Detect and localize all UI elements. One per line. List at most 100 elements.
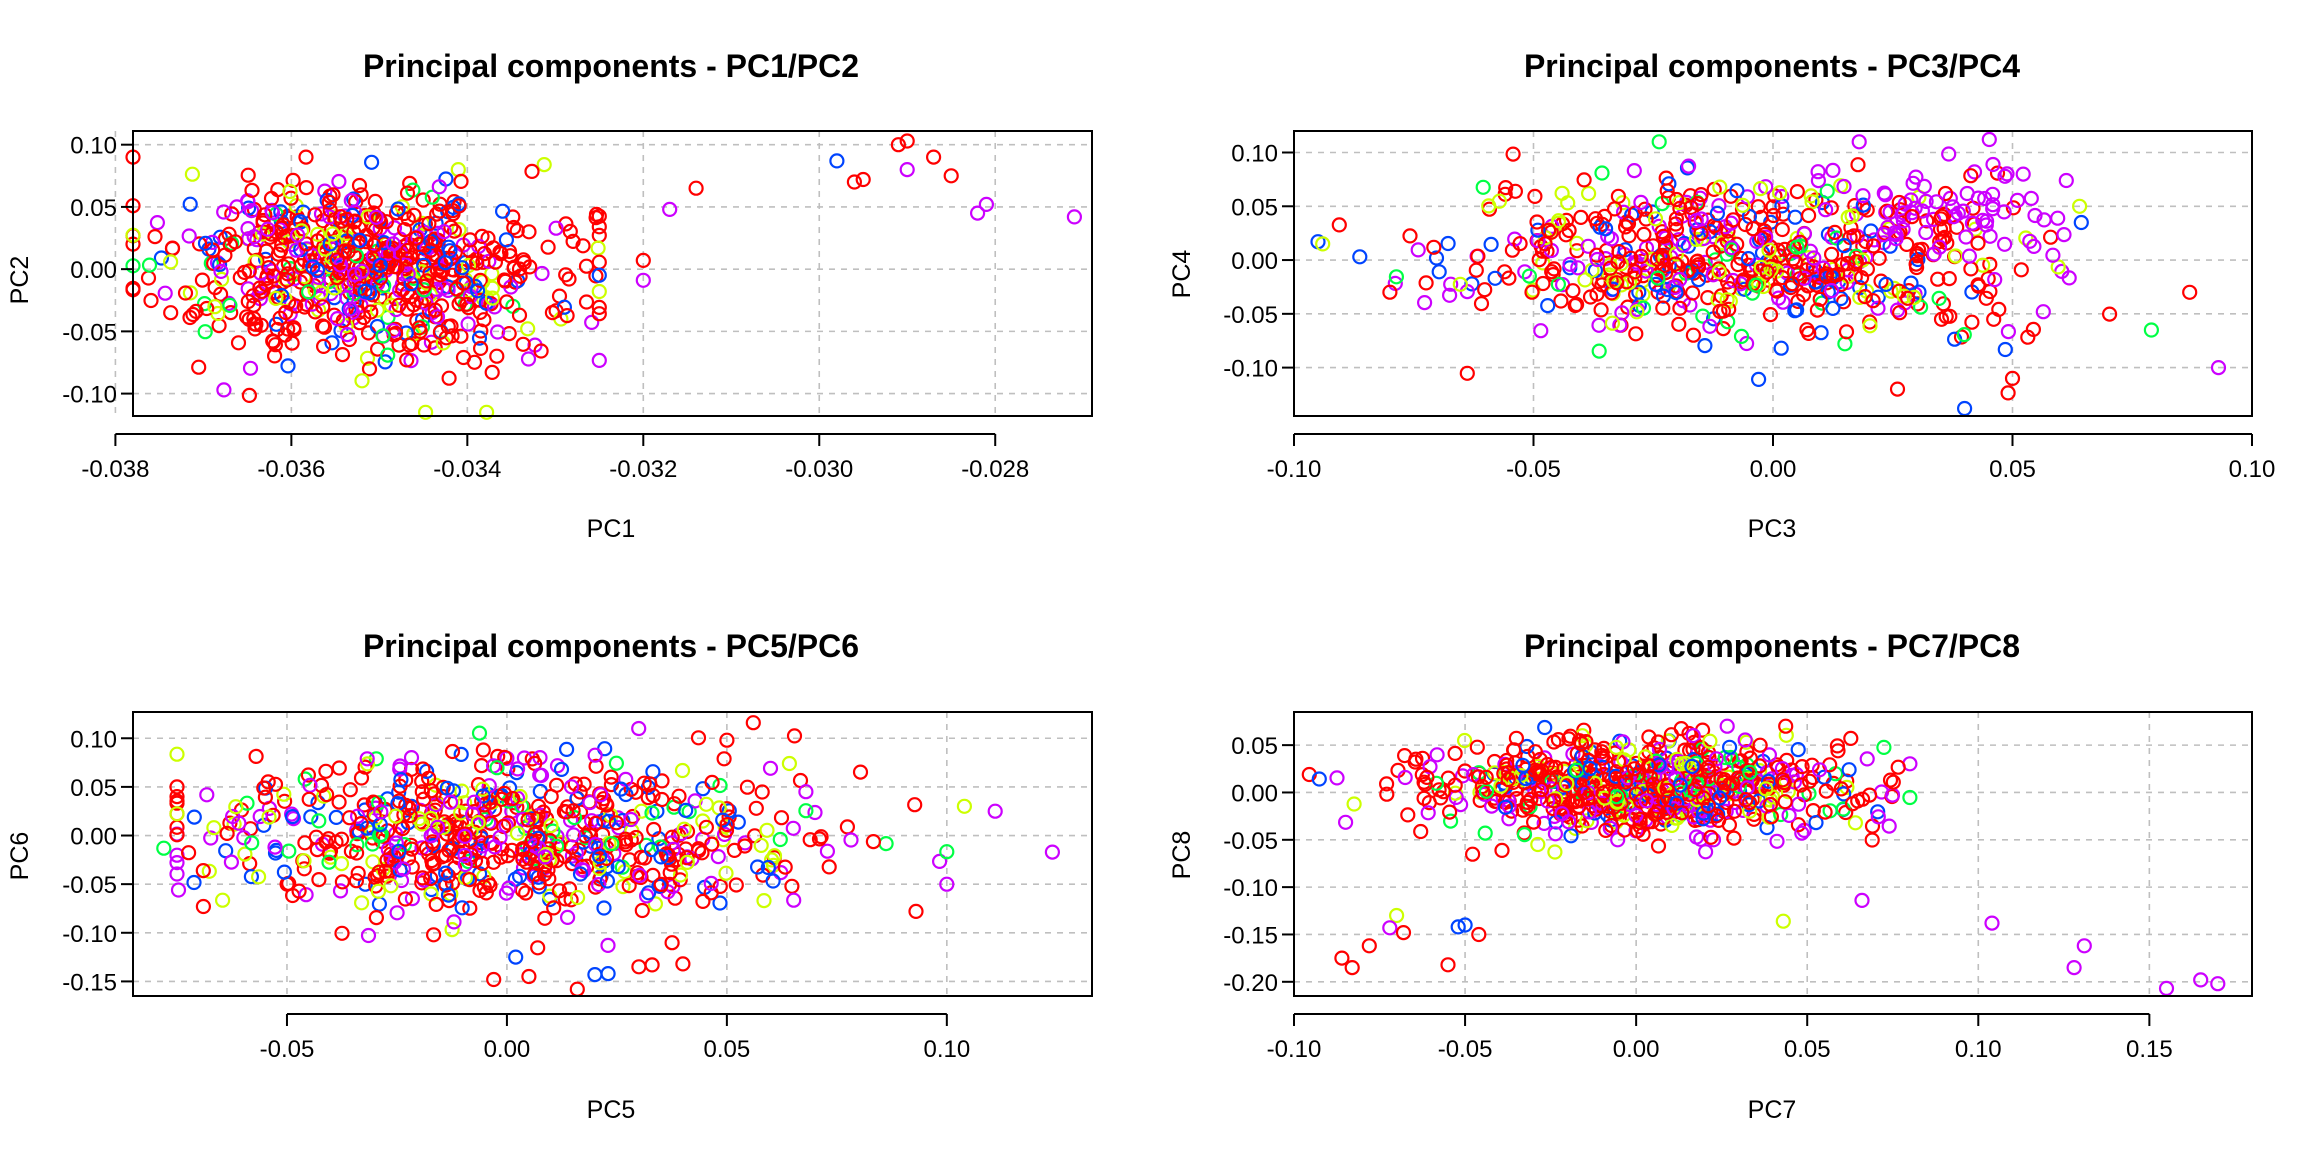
data-point <box>460 257 477 274</box>
data-point <box>479 404 495 420</box>
data-point <box>1825 268 1842 284</box>
data-point <box>679 823 696 840</box>
scatter-points <box>125 133 1083 420</box>
data-point <box>244 182 260 198</box>
data-point <box>2013 262 2029 278</box>
data-point <box>546 900 562 916</box>
data-point <box>644 805 660 821</box>
data-point <box>169 746 185 762</box>
data-point <box>1825 300 1841 316</box>
data-point <box>322 236 338 252</box>
data-point <box>288 298 304 314</box>
data-point <box>490 748 506 765</box>
x-axis: -0.10 -0.05 0.00 0.05 0.10 0.15 <box>1267 1013 2173 1063</box>
data-point <box>1801 773 1818 789</box>
data-point <box>1723 240 1740 256</box>
data-point <box>329 252 345 268</box>
data-point <box>688 180 704 196</box>
data-point <box>2018 230 2034 246</box>
data-point <box>438 865 454 881</box>
data-point <box>352 232 368 248</box>
data-point <box>576 776 592 792</box>
data-point <box>1816 769 1832 785</box>
data-point <box>265 333 281 349</box>
y-tick-label: -0.20 <box>1223 970 1278 997</box>
data-point <box>760 859 776 876</box>
data-point <box>653 876 669 893</box>
data-point <box>1742 764 1758 780</box>
data-point <box>512 788 528 805</box>
data-point <box>537 910 553 926</box>
data-point <box>2158 980 2175 997</box>
data-point <box>1464 276 1480 292</box>
data-point <box>470 283 486 299</box>
data-point <box>1827 224 1843 240</box>
data-point <box>195 898 211 915</box>
data-point <box>457 856 473 873</box>
data-point <box>1794 825 1810 841</box>
data-point <box>515 811 531 827</box>
data-point <box>1533 323 1549 339</box>
data-point <box>315 299 331 315</box>
data-point <box>662 864 678 881</box>
data-point <box>1970 278 1987 294</box>
data-point <box>469 255 485 271</box>
data-point <box>1382 284 1398 300</box>
data-point <box>223 854 239 870</box>
data-point <box>1668 284 1684 301</box>
data-point <box>1432 790 1449 806</box>
y-tick-label: -0.05 <box>1223 302 1278 329</box>
data-point <box>428 896 444 913</box>
data-point <box>1550 276 1567 292</box>
data-point <box>473 340 489 356</box>
data-point <box>431 179 447 195</box>
data-point <box>399 185 416 201</box>
data-point <box>368 209 384 225</box>
data-point <box>236 264 253 280</box>
data-point <box>1499 757 1515 773</box>
data-point <box>1629 304 1645 320</box>
data-point <box>1996 236 2013 252</box>
data-point <box>354 895 370 911</box>
data-point <box>541 871 557 887</box>
data-point <box>325 226 341 242</box>
y-axis-label: PC4 <box>1168 250 1196 299</box>
data-point <box>484 364 500 380</box>
data-point <box>199 300 215 317</box>
data-point <box>349 845 365 861</box>
data-point <box>603 769 619 785</box>
data-point <box>1723 749 1739 766</box>
data-point <box>1963 168 1979 184</box>
data-point <box>424 189 440 205</box>
data-point <box>440 868 457 884</box>
data-point <box>829 153 845 169</box>
data-point <box>621 877 637 894</box>
data-point <box>1388 907 1405 924</box>
data-point <box>1712 790 1728 806</box>
data-point <box>252 808 268 825</box>
data-point <box>1748 277 1764 293</box>
data-point <box>1576 172 1592 188</box>
data-point <box>785 820 801 836</box>
data-point <box>1861 787 1878 803</box>
data-point <box>899 162 915 178</box>
data-point <box>291 212 307 228</box>
data-point <box>341 810 358 826</box>
data-point <box>1589 286 1605 302</box>
data-point <box>496 785 512 802</box>
data-point <box>1337 814 1354 830</box>
data-point <box>329 311 346 327</box>
data-point <box>1795 287 1812 303</box>
data-point <box>2027 207 2043 224</box>
data-point <box>1725 212 1741 228</box>
data-point <box>354 263 370 279</box>
data-point <box>400 242 416 259</box>
data-point <box>1726 803 1743 819</box>
data-point <box>1447 777 1463 793</box>
data-point <box>591 299 607 315</box>
data-point <box>301 284 317 300</box>
data-point <box>939 876 955 892</box>
data-point <box>1871 250 1887 266</box>
data-point <box>587 747 603 763</box>
data-point <box>397 891 413 907</box>
